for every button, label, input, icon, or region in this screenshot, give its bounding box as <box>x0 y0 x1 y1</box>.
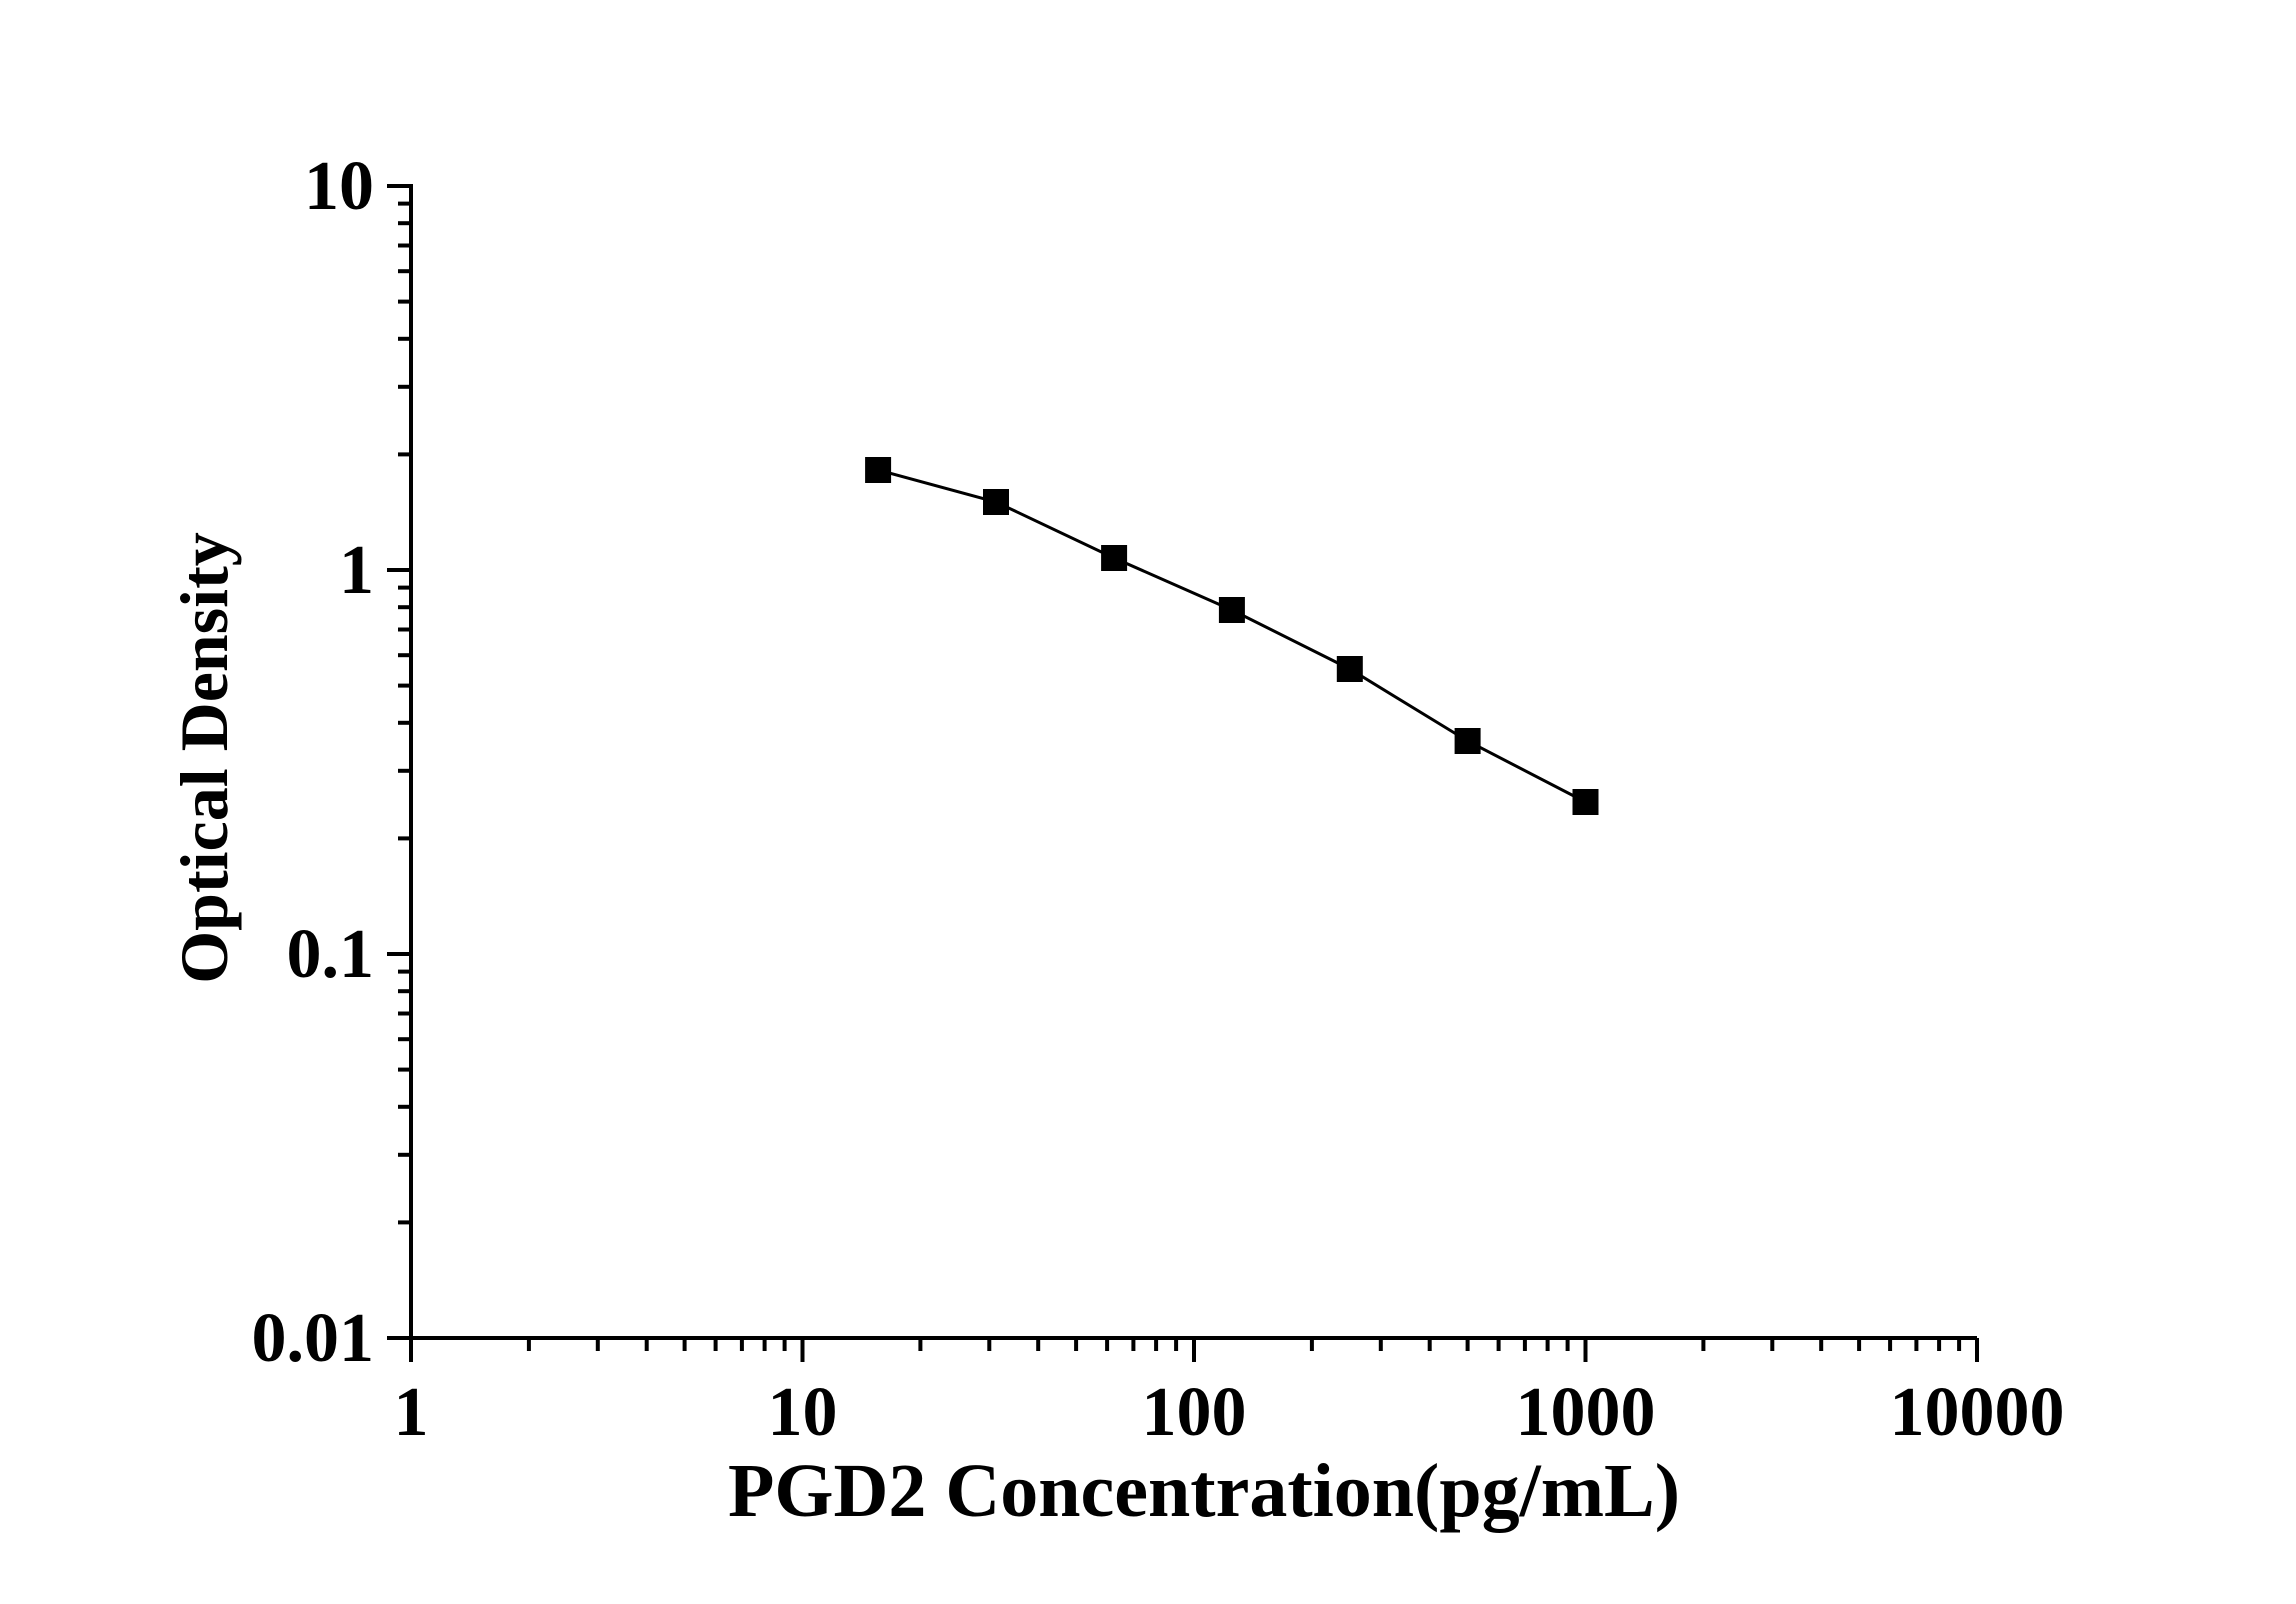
svg-text:PGD2 Concentration(pg/mL): PGD2 Concentration(pg/mL) <box>728 1449 1680 1533</box>
svg-text:10: 10 <box>768 1374 838 1451</box>
svg-text:10000: 10000 <box>1890 1374 2065 1451</box>
svg-text:1: 1 <box>339 532 374 609</box>
svg-text:10: 10 <box>304 148 374 225</box>
svg-text:1000: 1000 <box>1516 1374 1656 1451</box>
svg-text:0.1: 0.1 <box>287 916 375 993</box>
svg-text:Optical Density: Optical Density <box>166 532 242 983</box>
svg-text:1: 1 <box>394 1374 429 1451</box>
svg-text:0.01: 0.01 <box>252 1300 375 1377</box>
svg-text:100: 100 <box>1142 1374 1247 1451</box>
